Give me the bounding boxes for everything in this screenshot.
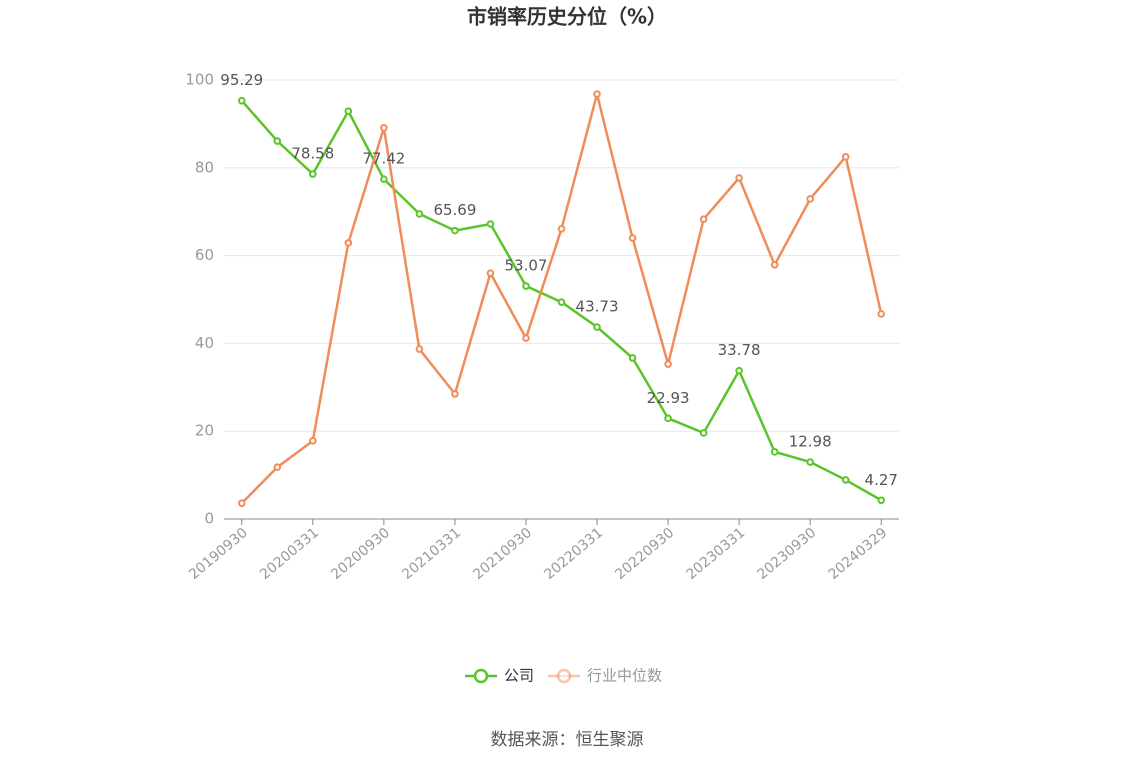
point [486, 220, 495, 228]
point [770, 261, 779, 269]
point [486, 269, 495, 277]
data-label: 65.69 [433, 201, 476, 219]
point [628, 234, 637, 242]
x-tick-label: 20200331 [257, 525, 322, 583]
point [877, 310, 886, 318]
data-label: 53.07 [504, 257, 547, 275]
point [593, 323, 601, 331]
point [628, 354, 637, 362]
point [735, 366, 743, 375]
y-tick-label: 80 [195, 158, 214, 176]
x-tick-label: 20240329 [826, 525, 891, 583]
point [557, 225, 566, 233]
point [380, 124, 388, 132]
point [309, 170, 317, 178]
data-label: 4.27 [865, 471, 898, 489]
point [841, 153, 850, 161]
legend-marker [473, 668, 489, 684]
point [770, 448, 779, 456]
data-label: 95.29 [220, 71, 263, 89]
y-tick-label: 0 [204, 510, 214, 528]
source: 数据来源：恒生聚源 [491, 730, 644, 750]
y-tick-label: 20 [195, 422, 214, 440]
point [664, 360, 672, 368]
data-label: 12.98 [789, 433, 832, 451]
point [451, 390, 459, 398]
x-tick-label: 20220331 [541, 525, 606, 583]
point [699, 215, 708, 223]
legend-label: 公司 [504, 667, 534, 685]
point [522, 334, 530, 342]
x-tick-label: 20190930 [186, 525, 251, 583]
x-tick-label: 20220930 [612, 525, 677, 583]
point [451, 226, 459, 235]
point [273, 137, 282, 145]
point [806, 195, 814, 203]
point [735, 174, 743, 182]
data-label: 78.58 [291, 145, 334, 163]
point [380, 175, 388, 183]
data-label: 33.78 [718, 341, 761, 359]
point [877, 496, 886, 505]
point [806, 458, 814, 466]
y-tick-label: 100 [185, 71, 214, 89]
x-tick-label: 20230930 [754, 525, 819, 583]
point [309, 437, 317, 445]
point [415, 210, 424, 218]
point [273, 463, 282, 471]
data-label: 77.42 [362, 150, 405, 168]
point [841, 476, 850, 484]
chart-title: 市销率历史分位（%） [467, 5, 667, 29]
point [415, 345, 424, 353]
point [344, 107, 353, 115]
point [344, 239, 353, 247]
x-tick-label: 20200930 [328, 525, 393, 583]
legend-marker [556, 668, 572, 684]
legend-label: 行业中位数 [587, 667, 662, 685]
data-label: 43.73 [576, 298, 619, 316]
point [699, 429, 708, 437]
y-tick-label: 40 [195, 334, 214, 352]
point [557, 298, 566, 306]
point [593, 90, 601, 98]
point [237, 499, 246, 507]
y-tick-label: 60 [195, 246, 214, 264]
point [664, 414, 672, 423]
x-tick-label: 20210930 [470, 525, 535, 583]
x-tick-label: 20230331 [683, 525, 748, 583]
point [522, 282, 530, 290]
point [237, 96, 246, 105]
data-label: 22.93 [647, 389, 690, 407]
x-tick-label: 20210331 [399, 525, 464, 583]
